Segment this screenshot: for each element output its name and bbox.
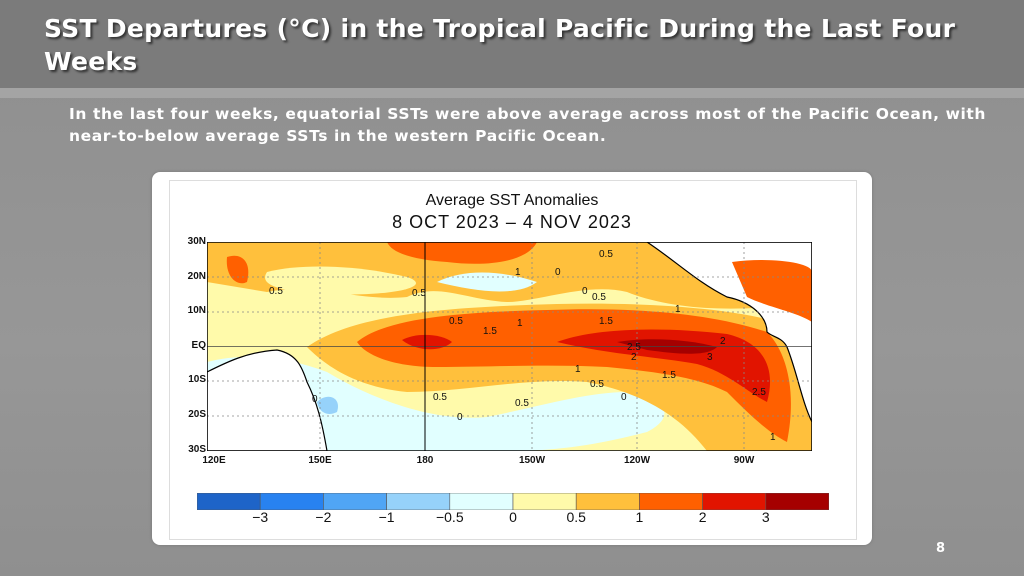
anomaly-region-warm-3 (557, 329, 771, 402)
contour-label: 0.5 (269, 286, 283, 297)
contour-label: 0 (582, 286, 588, 297)
anomaly-region-cold-3 (317, 396, 338, 414)
header-divider (0, 88, 1024, 98)
colorbar-label: 1 (635, 509, 644, 525)
contour-label: 0 (457, 412, 463, 423)
anomaly-region-3 (226, 255, 249, 284)
colorbar-label: −3 (252, 509, 269, 525)
contour-label: 2.5 (752, 387, 766, 398)
lon-label: 150W (518, 455, 546, 466)
slide-title: SST Departures (°C) in the Tropical Paci… (44, 14, 956, 76)
land-maritime-continent (207, 349, 328, 451)
lon-label: 150E (308, 455, 332, 466)
lon-label: 180 (416, 455, 434, 466)
colorbar-bin (639, 493, 703, 510)
contour-label: 0.5 (515, 398, 529, 409)
contour-label: 0.5 (449, 316, 463, 327)
anomaly-region-warm-4 (402, 334, 452, 350)
contour-label: 0.5 (412, 288, 426, 299)
contour-label: 1 (515, 267, 521, 278)
contour-label: 0.5 (599, 249, 613, 260)
colorbar-bin (386, 493, 451, 510)
lat-label: 10N (187, 305, 206, 316)
lat-label: 20S (188, 409, 206, 420)
anomaly-region-1b (265, 266, 416, 295)
contour-label: 0 (312, 394, 318, 405)
slide-subtitle: In the last four weeks, equatorial SSTs … (69, 105, 987, 145)
lon-label: 90W (733, 455, 755, 466)
land-mexico-interior (732, 260, 812, 322)
colorbar (197, 493, 829, 510)
colorbar-bin (197, 493, 261, 510)
contour-label: 2 (631, 352, 637, 363)
lon-label: 120W (623, 455, 651, 466)
colorbar-label: −1 (378, 509, 395, 525)
colorbar-bin (323, 493, 387, 510)
lat-label: EQ (191, 340, 206, 351)
lon-label: 120E (202, 455, 226, 466)
lat-label: 30N (187, 236, 206, 247)
contour-label: 1.5 (662, 370, 676, 381)
colorbar-label: 3 (761, 509, 770, 525)
slide-header (0, 0, 1024, 88)
contour-label: 1.5 (483, 326, 497, 337)
lat-label: 20N (187, 271, 206, 282)
map-gridlines (207, 242, 812, 451)
colorbar-label: −2 (315, 509, 332, 525)
colorbar-bin (575, 493, 640, 510)
colorbar-label: 0 (509, 509, 517, 525)
contour-label: 0.5 (592, 292, 606, 303)
colorbar-bin (259, 493, 324, 510)
lat-label: 10S (188, 374, 206, 385)
contour-labels: 0.5 0.5 0.5 1 0 0.5 0 0.5 1.5 1 1.5 1 2.… (269, 249, 776, 443)
contour-label: 0.5 (433, 392, 447, 403)
map-date-range: 8 OCT 2023 – 4 NOV 2023 (392, 212, 632, 232)
colorbar-label: 0.5 (566, 509, 586, 525)
contour-label: 1 (675, 304, 681, 315)
contour-label: 2 (720, 336, 726, 347)
colorbar-bin (449, 493, 514, 510)
contour-label: 1 (517, 318, 523, 329)
sst-anomaly-map: 0.5 0.5 0.5 1 0 0.5 0 0.5 1.5 1 1.5 1 2.… (207, 242, 812, 451)
contour-label: 1 (770, 432, 776, 443)
map-title: Average SST Anomalies (425, 192, 599, 209)
contour-label: 1.5 (599, 316, 613, 327)
colorbar-bin (702, 493, 767, 510)
map-card: Average SST Anomalies 8 OCT 2023 – 4 NOV… (152, 172, 872, 545)
contour-label: 0.5 (590, 379, 604, 390)
colorbar-label: 2 (698, 509, 707, 525)
colorbar-bin (765, 493, 829, 510)
lat-label: 30S (188, 444, 206, 455)
colorbar-label: −0.5 (435, 509, 464, 525)
contour-label: 3 (707, 352, 713, 363)
contour-label: 0 (621, 392, 627, 403)
contour-label: 0 (555, 267, 561, 278)
colorbar-bin (512, 493, 577, 510)
contour-label: 1 (575, 364, 581, 375)
map-frame (169, 180, 857, 540)
contour-label: 2.5 (627, 342, 641, 353)
page-number: 8 (936, 541, 946, 556)
